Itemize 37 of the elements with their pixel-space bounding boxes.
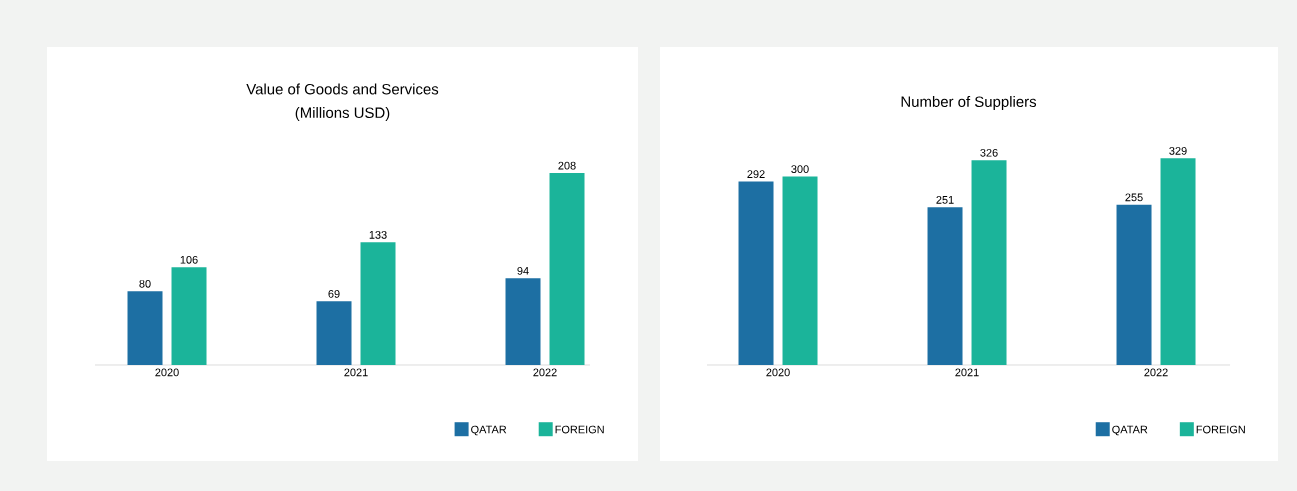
bar: [782, 176, 818, 365]
chart-subtitle: (Millions USD): [295, 107, 390, 121]
x-tick-label: 2021: [955, 368, 979, 377]
legend-label: QATAR: [1112, 425, 1148, 436]
x-tick-label: 2022: [1144, 368, 1168, 377]
data-label: 251: [936, 196, 954, 204]
data-label: 329: [1169, 147, 1187, 155]
bar: [127, 291, 163, 365]
x-tick-label: 2020: [155, 368, 179, 377]
data-label: 300: [791, 165, 809, 173]
data-label: 80: [139, 279, 151, 288]
legend-label: QATAR: [471, 425, 507, 436]
bar: [971, 160, 1007, 365]
bar: [171, 267, 207, 365]
bar: [1160, 158, 1196, 365]
data-label: 255: [1125, 193, 1143, 202]
data-label: 94: [517, 266, 529, 275]
data-label: 292: [747, 170, 765, 178]
data-label: 133: [369, 230, 387, 239]
bar: [1116, 204, 1152, 365]
x-tick-label: 2020: [766, 368, 790, 377]
legend-label: FOREIGN: [1196, 425, 1245, 434]
chart-title: Number of Suppliers: [901, 96, 1037, 110]
data-label: 326: [980, 148, 998, 157]
data-label: 208: [558, 161, 576, 170]
x-tick-label: 2022: [533, 368, 557, 377]
bar: [316, 301, 352, 365]
bar: [549, 173, 585, 365]
x-tick-label: 2021: [344, 368, 368, 377]
data-label: 69: [328, 290, 340, 298]
bar: [927, 207, 963, 365]
bar: [505, 278, 541, 365]
bar: [738, 181, 774, 365]
legend-label: FOREIGN: [555, 425, 604, 434]
bar: [360, 242, 396, 365]
chart-title: Value of Goods and Services: [246, 83, 439, 95]
data-label: 106: [180, 255, 198, 264]
